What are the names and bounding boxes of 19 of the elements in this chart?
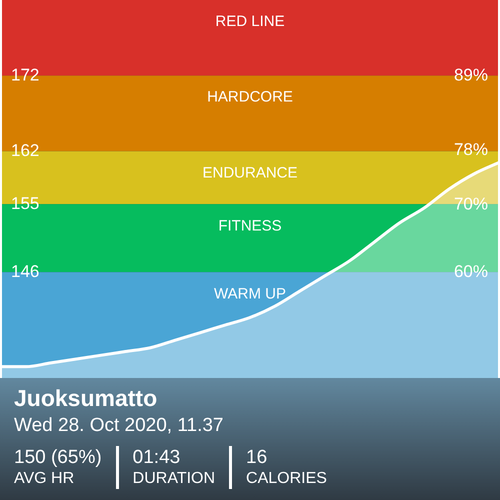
band-label: WARM UP <box>214 285 286 302</box>
text: DURATION <box>132 469 216 489</box>
text: Juoksumatto <box>14 384 158 412</box>
y-tick-label: 172 <box>11 65 40 84</box>
y-tick-label: 162 <box>11 140 40 160</box>
text: CALORIES <box>246 469 327 489</box>
band-label: HARDCORE <box>207 88 293 106</box>
text: 150 (65%) <box>14 446 102 469</box>
text: AVG HR <box>14 469 76 489</box>
text: 01:43 <box>132 446 182 469</box>
y2-tick-label: 78% <box>454 140 488 160</box>
band-label: ENDURANCE <box>202 164 298 182</box>
y-tick-label: 146 <box>11 262 40 281</box>
text: Wed 28. Oct 2020, 11.37 <box>14 414 224 438</box>
y2-tick-label: 89% <box>454 66 488 85</box>
band-label: RED LINE <box>215 13 285 30</box>
band-label: FITNESS <box>218 217 282 234</box>
y2-tick-label: 60% <box>454 262 488 282</box>
text: 16 <box>246 446 268 469</box>
